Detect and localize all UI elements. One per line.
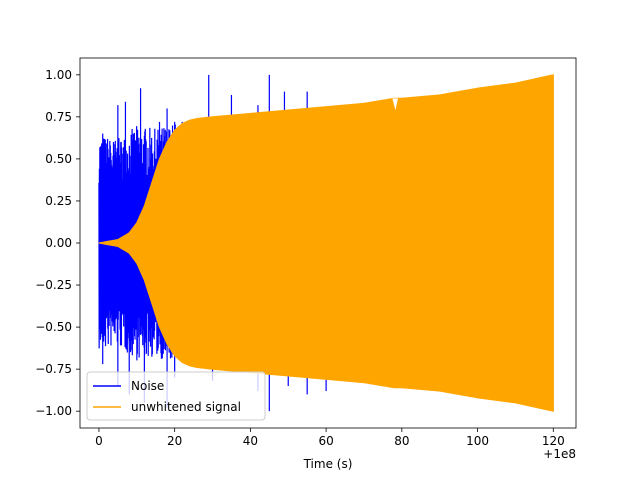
x-tick-label: 100: [466, 434, 489, 448]
y-tick-label: 0.50: [45, 152, 72, 166]
x-tick-label: 0: [95, 434, 103, 448]
x-tick-label: 20: [167, 434, 182, 448]
legend-frame: [86, 371, 266, 421]
x-offset-label: +1e8: [543, 447, 576, 461]
x-tick-label: 80: [394, 434, 409, 448]
y-tick-label: −0.75: [35, 362, 72, 376]
legend-label-noise: Noise: [131, 379, 164, 393]
plot-area: [98, 74, 554, 412]
y-tick-label: 0.00: [45, 236, 72, 250]
x-tick-label: 120: [542, 434, 565, 448]
y-tick-label: −0.50: [35, 320, 72, 334]
y-tick-label: 0.25: [45, 194, 72, 208]
y-tick-label: 1.00: [45, 68, 72, 82]
x-tick-label: 60: [318, 434, 333, 448]
y-tick-label: 0.75: [45, 110, 72, 124]
y-tick-label: −1.00: [35, 404, 72, 418]
signal-notch: [392, 98, 399, 111]
legend-label-signal: unwhitened signal: [131, 400, 241, 414]
legend: Noise unwhitened signal: [86, 371, 266, 421]
x-tick-label: 40: [243, 434, 258, 448]
y-tick-label: −0.25: [35, 278, 72, 292]
x-axis-label: Time (s): [303, 457, 353, 471]
